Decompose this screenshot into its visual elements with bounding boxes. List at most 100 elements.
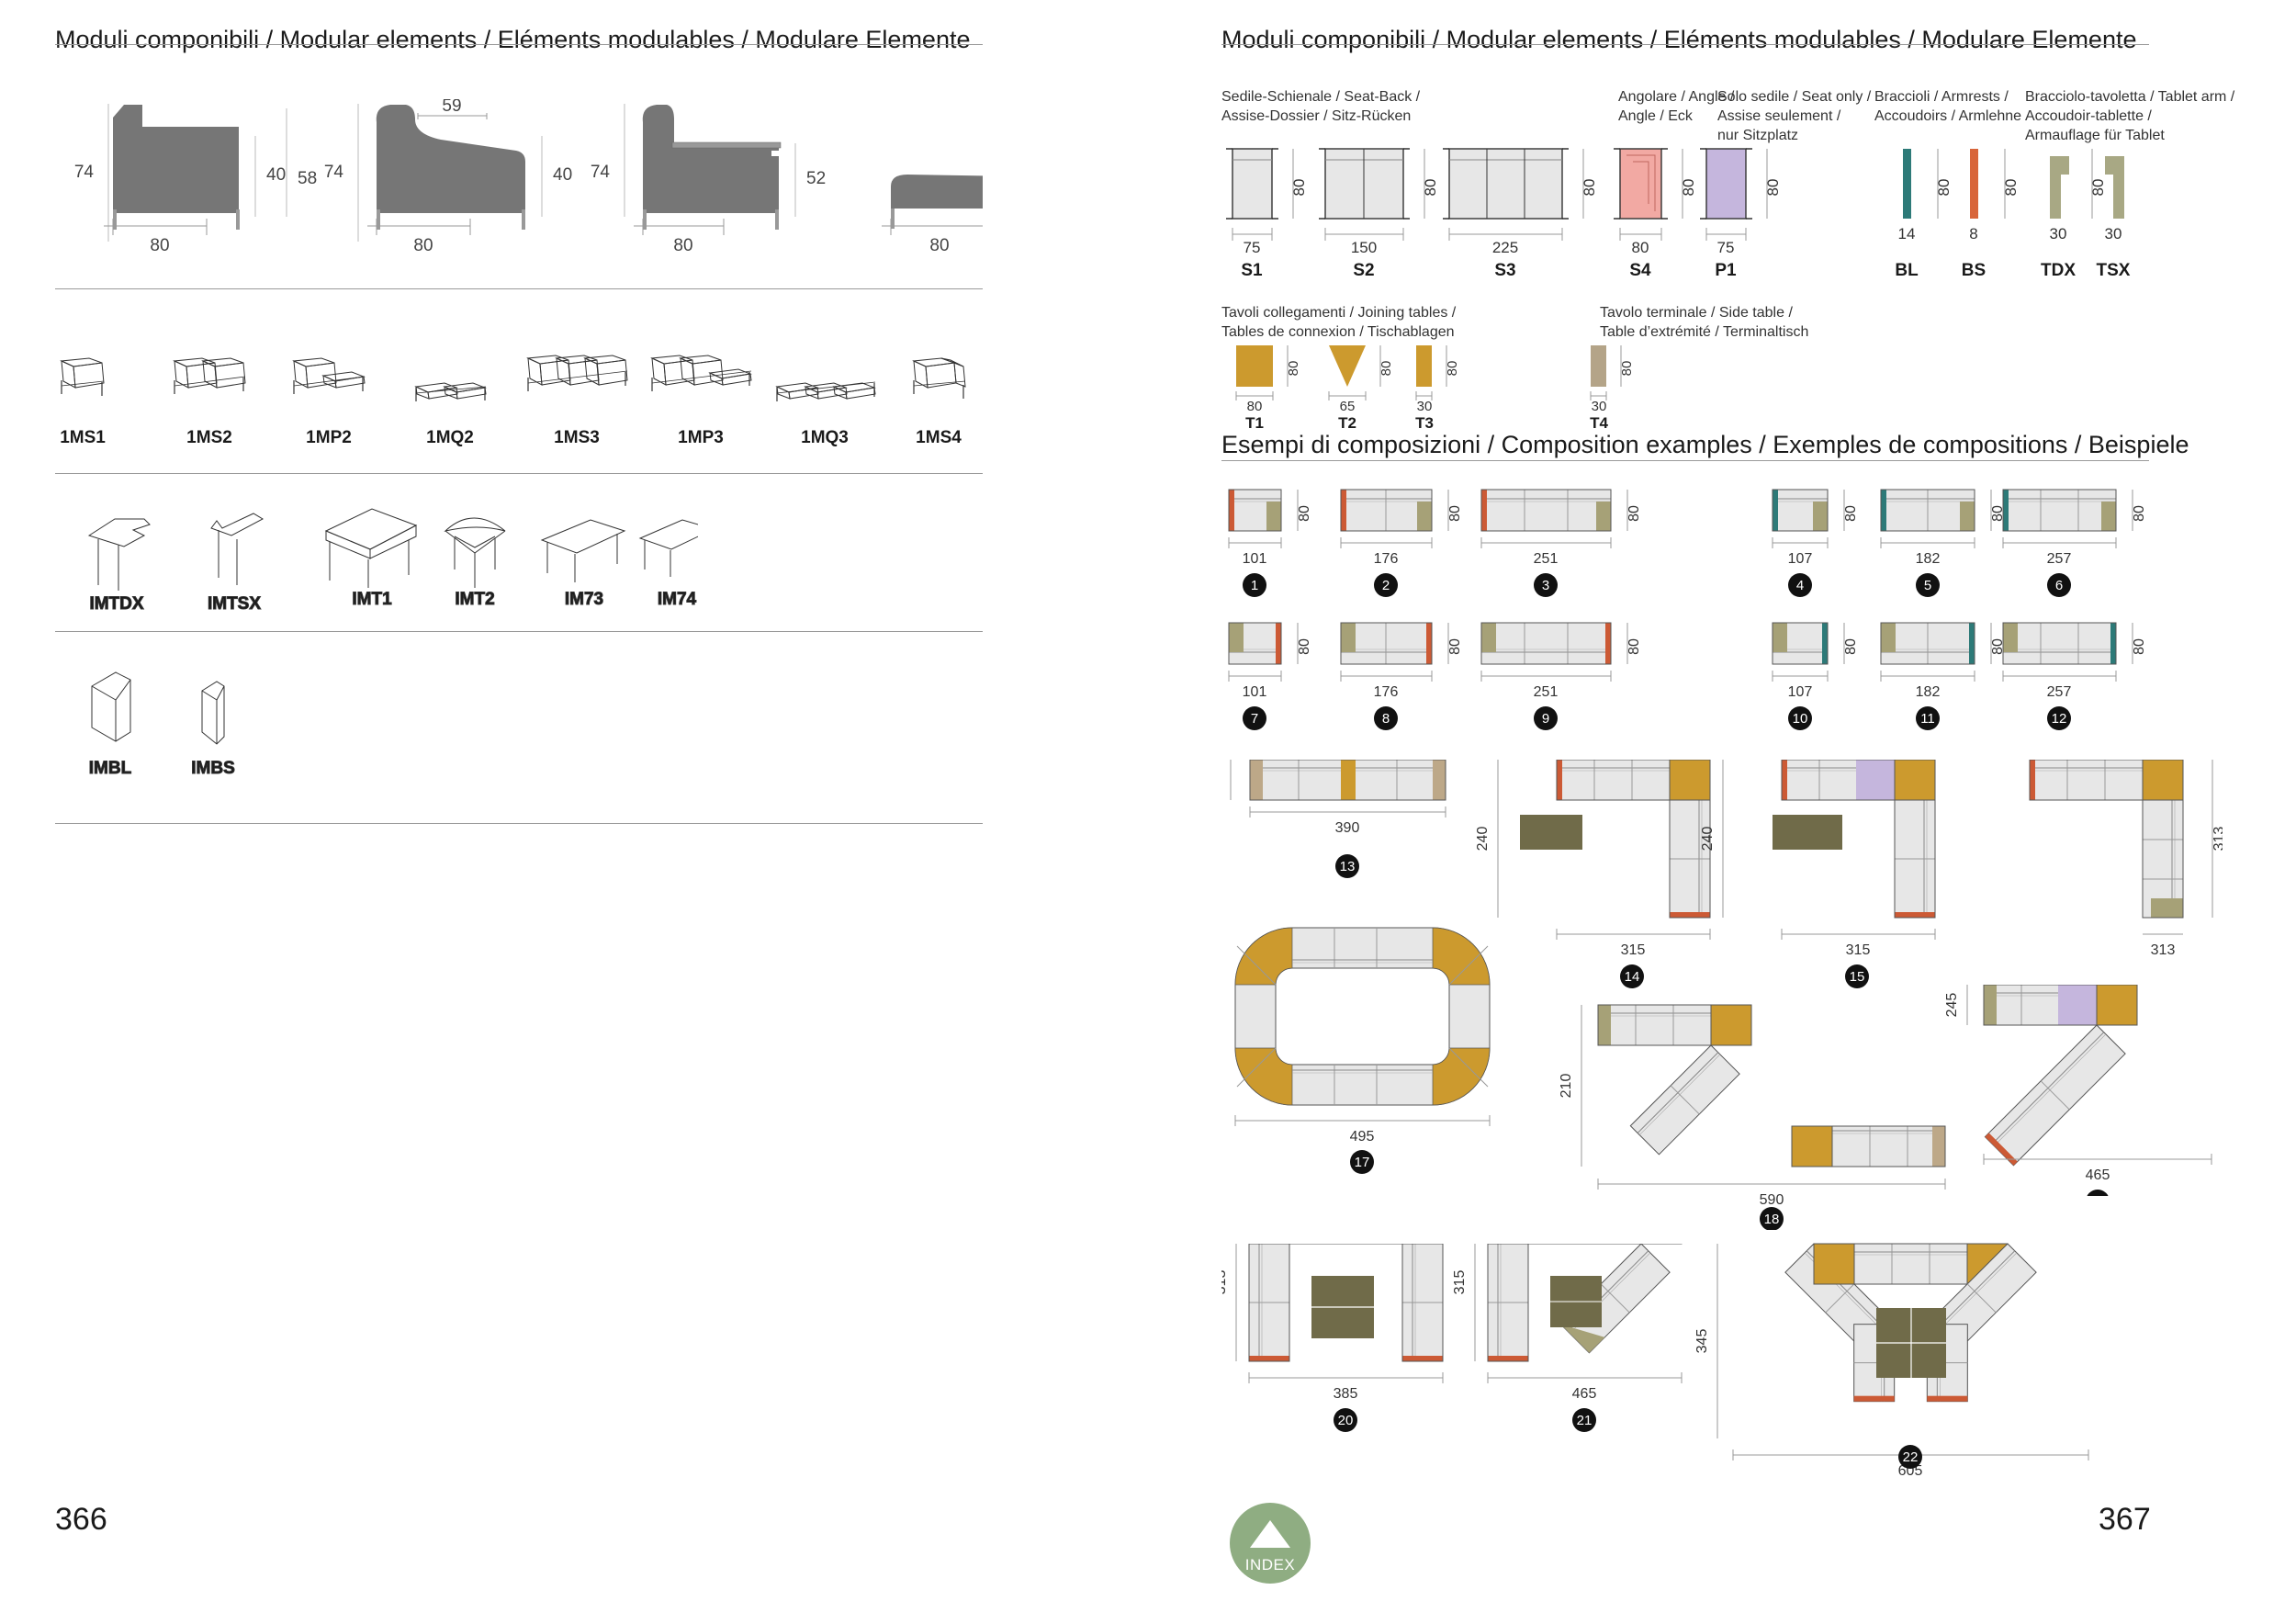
svg-text:1MS1: 1MS1 — [60, 428, 106, 447]
svg-text:IMBS: IMBS — [191, 759, 235, 778]
svg-text:T1: T1 — [1245, 414, 1264, 432]
svg-text:IMTDX: IMTDX — [89, 594, 143, 614]
svg-text:15: 15 — [1850, 969, 1865, 985]
svg-text:IM73: IM73 — [565, 590, 603, 609]
svg-text:80: 80 — [1422, 179, 1439, 197]
svg-text:30: 30 — [2050, 225, 2067, 242]
svg-text:80: 80 — [1680, 179, 1697, 197]
svg-text:80: 80 — [2132, 638, 2147, 655]
svg-text:INDEX: INDEX — [1245, 1556, 1295, 1573]
svg-text:80: 80 — [1619, 361, 1635, 377]
svg-text:74: 74 — [324, 163, 344, 182]
svg-text:1: 1 — [1251, 578, 1258, 593]
svg-text:80: 80 — [1843, 638, 1859, 655]
svg-text:80: 80 — [1764, 179, 1782, 197]
svg-text:11: 11 — [1920, 711, 1935, 727]
svg-text:80: 80 — [1286, 361, 1301, 377]
svg-text:176: 176 — [1374, 684, 1399, 700]
svg-text:182: 182 — [1916, 684, 1941, 700]
svg-text:IM74: IM74 — [658, 590, 697, 609]
svg-text:80: 80 — [413, 236, 433, 255]
svg-text:75: 75 — [1244, 239, 1261, 256]
svg-text:101: 101 — [1243, 684, 1267, 700]
svg-text:345: 345 — [1694, 1329, 1710, 1354]
svg-text:65: 65 — [1340, 399, 1356, 414]
svg-text:3: 3 — [1542, 578, 1549, 593]
svg-text:IMBL: IMBL — [89, 759, 132, 778]
svg-text:40: 40 — [266, 165, 286, 185]
svg-text:80: 80 — [1626, 505, 1642, 522]
svg-text:225: 225 — [1492, 239, 1518, 256]
svg-text:75: 75 — [1717, 239, 1735, 256]
svg-text:IMTSX: IMTSX — [208, 594, 261, 614]
svg-text:1MS2: 1MS2 — [186, 428, 232, 447]
svg-text:74: 74 — [591, 163, 611, 182]
svg-text:1MS3: 1MS3 — [554, 428, 600, 447]
svg-text:S3: S3 — [1494, 261, 1515, 280]
svg-text:80: 80 — [1632, 239, 1649, 256]
svg-text:107: 107 — [1788, 684, 1813, 700]
svg-text:80: 80 — [1935, 179, 1953, 197]
svg-text:257: 257 — [2047, 551, 2072, 567]
svg-text:T2: T2 — [1338, 414, 1356, 432]
svg-text:101: 101 — [1243, 551, 1267, 567]
svg-text:30: 30 — [1417, 399, 1433, 414]
svg-text:80: 80 — [673, 236, 692, 255]
svg-text:S4: S4 — [1629, 261, 1651, 280]
svg-text:1MQ3: 1MQ3 — [801, 428, 849, 447]
svg-text:BL: BL — [1895, 261, 1919, 280]
svg-text:313: 313 — [2212, 827, 2223, 851]
svg-text:80: 80 — [1447, 505, 1463, 522]
svg-text:245: 245 — [1944, 993, 1960, 1018]
svg-text:74: 74 — [74, 163, 95, 182]
svg-text:S1: S1 — [1241, 261, 1263, 280]
svg-text:19: 19 — [2090, 1194, 2106, 1196]
svg-text:150: 150 — [1351, 239, 1377, 256]
svg-text:313: 313 — [2151, 942, 2176, 958]
svg-text:IMT1: IMT1 — [352, 590, 392, 609]
svg-text:59: 59 — [442, 99, 461, 116]
svg-text:80: 80 — [1297, 505, 1312, 522]
svg-text:58: 58 — [298, 169, 317, 188]
svg-text:S2: S2 — [1353, 261, 1374, 280]
svg-text:80: 80 — [2132, 505, 2147, 522]
svg-text:1MS4: 1MS4 — [916, 428, 962, 447]
svg-text:14: 14 — [1898, 225, 1916, 242]
svg-text:IMT2: IMT2 — [455, 590, 494, 609]
svg-text:80: 80 — [2089, 179, 2107, 197]
svg-text:465: 465 — [2086, 1167, 2110, 1183]
svg-text:80: 80 — [1297, 638, 1312, 655]
svg-text:107: 107 — [1788, 551, 1813, 567]
svg-text:BS: BS — [1962, 261, 1986, 280]
svg-text:40: 40 — [553, 165, 572, 185]
svg-text:12: 12 — [2052, 711, 2067, 727]
svg-text:22: 22 — [1903, 1449, 1919, 1465]
svg-text:TSX: TSX — [2097, 261, 2131, 280]
svg-text:80: 80 — [150, 236, 169, 255]
svg-text:80: 80 — [1626, 638, 1642, 655]
svg-text:8: 8 — [1382, 711, 1390, 727]
svg-text:80: 80 — [1581, 179, 1598, 197]
svg-text:10: 10 — [1793, 711, 1808, 727]
svg-text:1MP3: 1MP3 — [678, 428, 724, 447]
svg-text:176: 176 — [1374, 551, 1399, 567]
svg-text:8: 8 — [1969, 225, 1977, 242]
svg-text:1MP2: 1MP2 — [306, 428, 352, 447]
svg-text:30: 30 — [1592, 399, 1607, 414]
svg-text:4: 4 — [1796, 578, 1804, 593]
svg-text:80: 80 — [1290, 179, 1308, 197]
svg-text:T3: T3 — [1415, 414, 1434, 432]
svg-text:2: 2 — [1382, 578, 1390, 593]
svg-text:1MQ2: 1MQ2 — [426, 428, 474, 447]
svg-text:80: 80 — [1379, 361, 1394, 377]
svg-text:7: 7 — [1251, 711, 1258, 727]
svg-text:80: 80 — [1843, 505, 1859, 522]
svg-text:30: 30 — [2105, 225, 2122, 242]
svg-text:251: 251 — [1534, 684, 1559, 700]
svg-text:80: 80 — [929, 236, 949, 255]
svg-text:52: 52 — [806, 169, 826, 188]
svg-text:T4: T4 — [1590, 414, 1608, 432]
svg-text:P1: P1 — [1715, 261, 1737, 280]
svg-text:251: 251 — [1534, 551, 1559, 567]
svg-text:80: 80 — [1447, 638, 1463, 655]
